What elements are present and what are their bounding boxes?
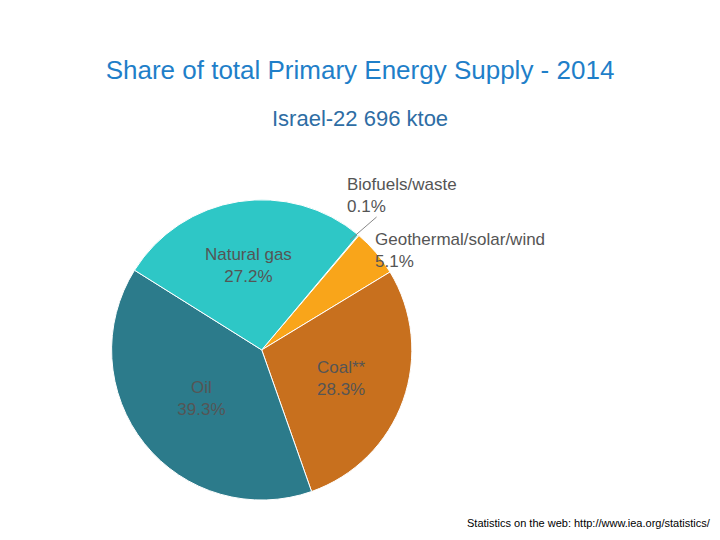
svg-text:Share of total Primary Energy: Share of total Primary Energy Supply - 2…	[106, 55, 615, 85]
svg-text:Natural gas27.2%: Natural gas27.2%	[205, 245, 292, 286]
svg-text:Statistics on the web: http://: Statistics on the web: http://www.iea.or…	[467, 517, 711, 529]
svg-text:Biofuels/waste0.1%: Biofuels/waste0.1%	[347, 175, 457, 216]
svg-text:Israel-22 696 ktoe: Israel-22 696 ktoe	[272, 106, 448, 131]
svg-text:Geothermal/solar/wind5.1%: Geothermal/solar/wind5.1%	[375, 230, 545, 271]
svg-text:Coal**28.3%: Coal**28.3%	[317, 358, 366, 399]
svg-text:Oil39.3%: Oil39.3%	[177, 378, 225, 419]
